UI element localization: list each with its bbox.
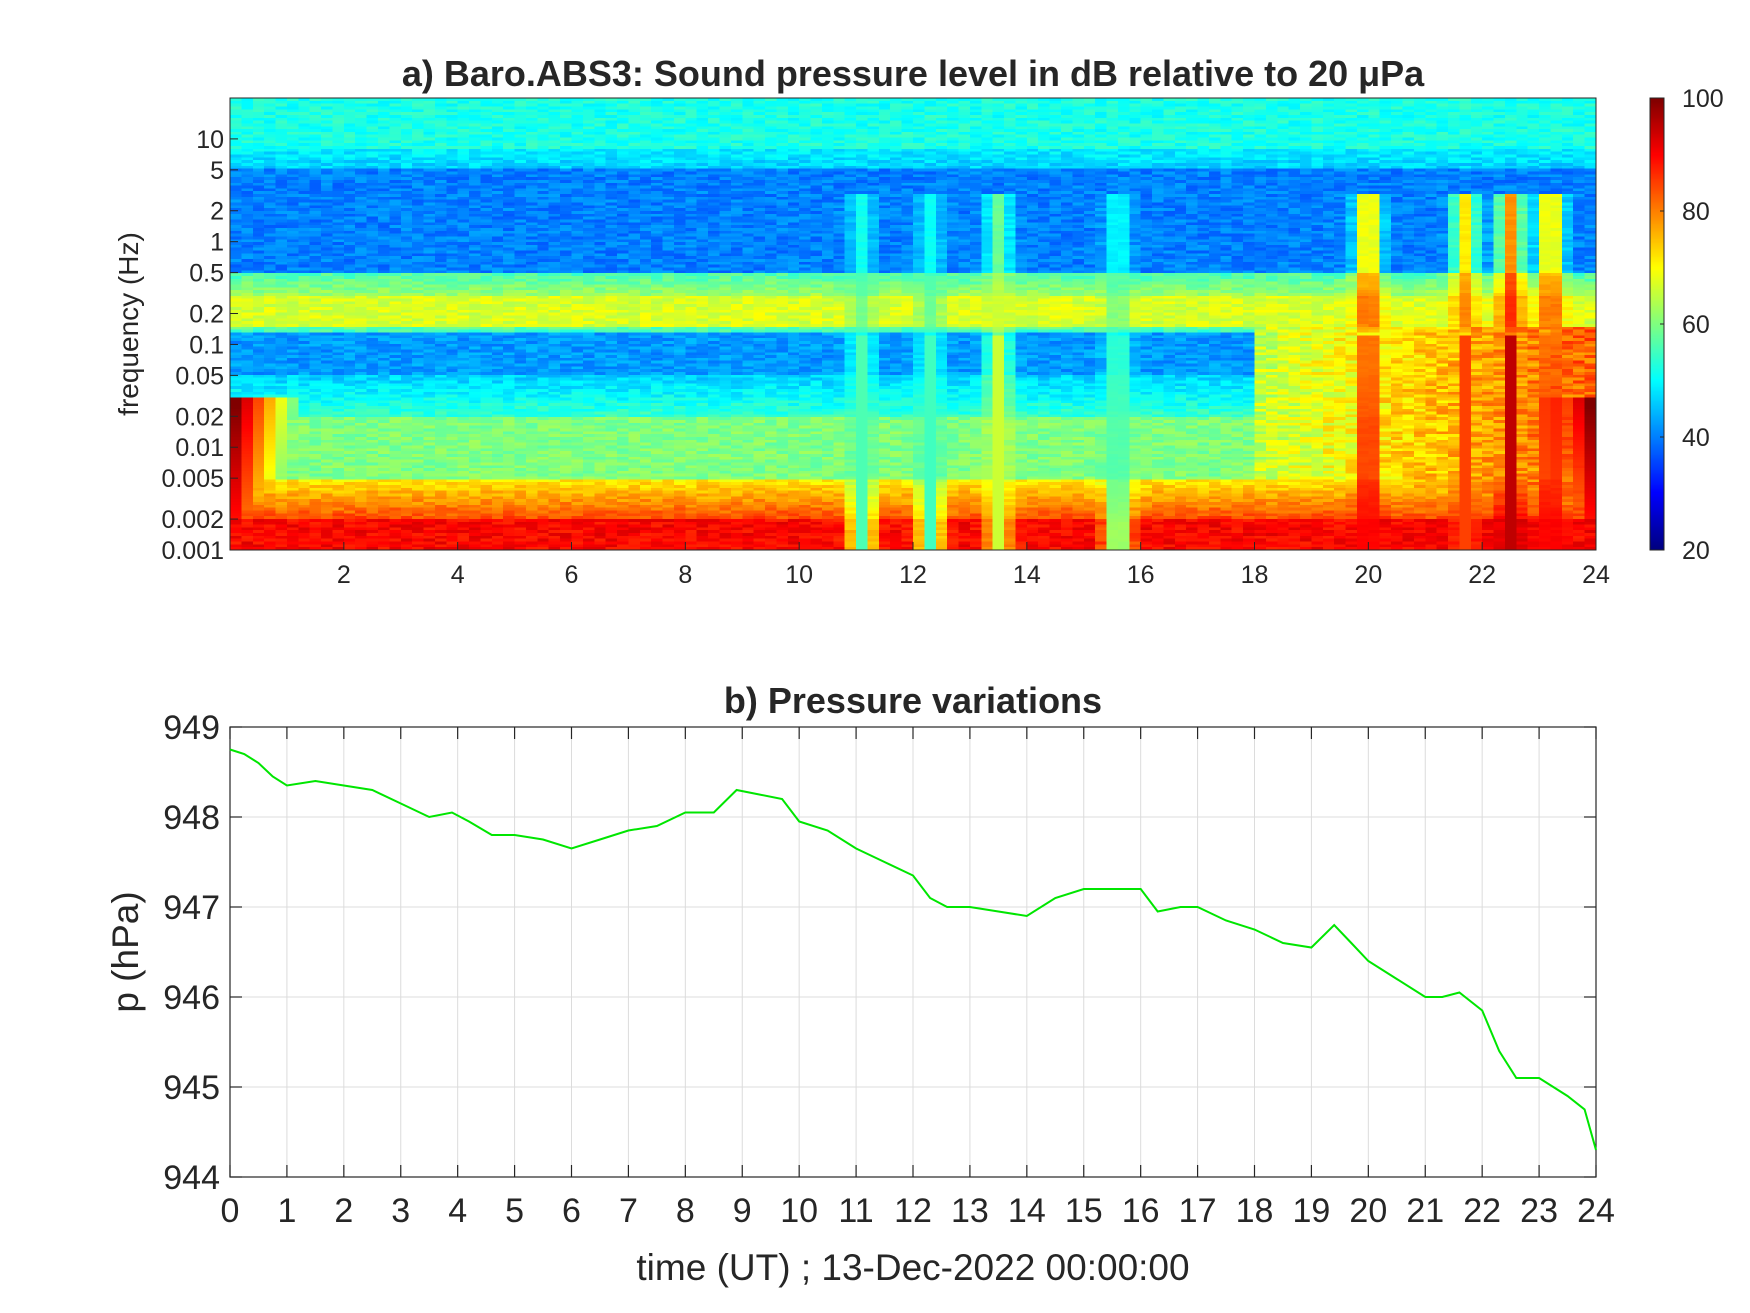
pressure-y-ticks: 944 945 946 947 948 949 [163, 709, 1596, 1197]
pressure-x-tick-label: 6 [562, 1192, 581, 1230]
pressure-x-label: time (UT) ; 13-Dec-2022 00:00:00 [636, 1247, 1189, 1288]
spectrogram-x-tick-label: 8 [678, 561, 692, 589]
pressure-x-tick-label: 7 [619, 1192, 638, 1230]
spectrogram-x-ticks: 2 4 6 8 10 12 14 16 18 20 22 24 [337, 542, 1610, 589]
spectrogram-x-tick-label: 10 [785, 561, 813, 589]
colorbar-tick-label: 100 [1682, 85, 1724, 113]
pressure-x-tick-label: 9 [733, 1192, 752, 1230]
spectrogram-y-tick-label: 2 [210, 198, 224, 226]
pressure-y-tick-label: 947 [163, 889, 220, 927]
pressure-y-tick-label: 948 [163, 799, 220, 837]
pressure-x-tick-label: 8 [676, 1192, 695, 1230]
pressure-x-tick-label: 21 [1406, 1192, 1444, 1230]
pressure-grid [229, 726, 1597, 1178]
spectrogram-y-tick-label: 5 [210, 157, 224, 185]
pressure-x-tick-label: 16 [1122, 1192, 1160, 1230]
spectrogram-x-tick-label: 14 [1013, 561, 1041, 589]
pressure-x-tick-label: 0 [221, 1192, 240, 1230]
spectrogram-y-tick-label: 0.002 [161, 506, 224, 534]
pressure-x-tick-label: 22 [1463, 1192, 1501, 1230]
spectrogram-y-tick-label: 10 [196, 126, 224, 154]
pressure-x-tick-label: 23 [1520, 1192, 1558, 1230]
pressure-y-label: p (hPa) [105, 891, 146, 1012]
spectrogram-image [230, 98, 1596, 550]
pressure-x-tick-label: 13 [951, 1192, 989, 1230]
pressure-x-tick-label: 3 [391, 1192, 410, 1230]
pressure-y-tick-label: 946 [163, 979, 220, 1017]
colorbar-tick-label: 80 [1682, 198, 1710, 226]
spectrogram-x-tick-label: 6 [565, 561, 579, 589]
spectrogram-y-tick-label: 0.005 [161, 465, 224, 493]
pressure-y-tick-label: 945 [163, 1069, 220, 1107]
pressure-x-tick-label: 20 [1349, 1192, 1387, 1230]
spectrogram-y-tick-label: 0.02 [175, 403, 224, 431]
pressure-series-line [229, 748, 1597, 1151]
spectrogram-y-label: frequency (Hz) [113, 232, 144, 416]
pressure-x-tick-label: 24 [1577, 1192, 1615, 1230]
pressure-x-tick-label: 17 [1179, 1192, 1217, 1230]
spectrogram-x-tick-label: 2 [337, 561, 351, 589]
pressure-y-tick-label: 949 [163, 709, 220, 747]
pressure-x-tick-label: 1 [277, 1192, 296, 1230]
pressure-x-tick-label: 14 [1008, 1192, 1046, 1230]
pressure-x-tick-label: 15 [1065, 1192, 1103, 1230]
pressure-x-tick-label: 4 [448, 1192, 467, 1230]
spectrogram-y-tick-label: 0.5 [189, 260, 224, 288]
colorbar-tick-label: 60 [1682, 311, 1710, 339]
pressure-x-ticks: 0 1 2 3 4 5 6 7 8 9 10 11 12 13 14 15 16 17 18 19 20 21 22 23 24 [221, 727, 1615, 1230]
colorbar-tick-label: 40 [1682, 424, 1710, 452]
spectrogram-frame [229, 97, 1597, 551]
spectrogram-y-ticks: 10 5 2 1 0.5 0.20.1 0.05 0.02 0.01 0.005 0.002 0.00… [161, 126, 238, 565]
spectrogram-x-tick-label: 18 [1241, 561, 1269, 589]
spectrogram-y-tick-label: 0.1 [189, 331, 224, 359]
spectrogram-x-tick-label: 4 [451, 561, 465, 589]
spectrogram-y-tick-label: 0.001 [161, 537, 224, 565]
spectrogram-y-tick-label: 0.01 [175, 434, 224, 462]
pressure-x-tick-label: 2 [334, 1192, 353, 1230]
pressure-x-tick-label: 5 [505, 1192, 524, 1230]
spectrogram-x-tick-label: 22 [1468, 561, 1496, 589]
colorbar-ticks: 100 80 60 40 20 [1660, 85, 1724, 565]
colorbar-tick-label: 20 [1682, 537, 1710, 565]
spectrogram-x-tick-label: 20 [1354, 561, 1382, 589]
pressure-x-tick-label: 10 [780, 1192, 818, 1230]
spectrogram-x-tick-label: 16 [1127, 561, 1155, 589]
spectrogram-x-tick-label: 24 [1582, 561, 1610, 589]
spectrogram-y-tick-label: 1 [210, 229, 224, 257]
pressure-y-tick-label: 944 [163, 1159, 220, 1197]
pressure-x-tick-label: 18 [1236, 1192, 1274, 1230]
pressure-title: b) Pressure variations [724, 680, 1102, 721]
pressure-x-tick-label: 19 [1293, 1192, 1331, 1230]
pressure-x-tick-label: 12 [894, 1192, 932, 1230]
spectrogram-title: a) Baro.ABS3: Sound pressure level in dB… [402, 53, 1425, 94]
spectrogram-y-tick-label: 0.05 [175, 362, 224, 390]
pressure-x-tick-label: 11 [838, 1192, 873, 1230]
spectrogram-x-tick-label: 12 [899, 561, 927, 589]
spectrogram-y-tick-label: 0.2 [189, 301, 224, 329]
